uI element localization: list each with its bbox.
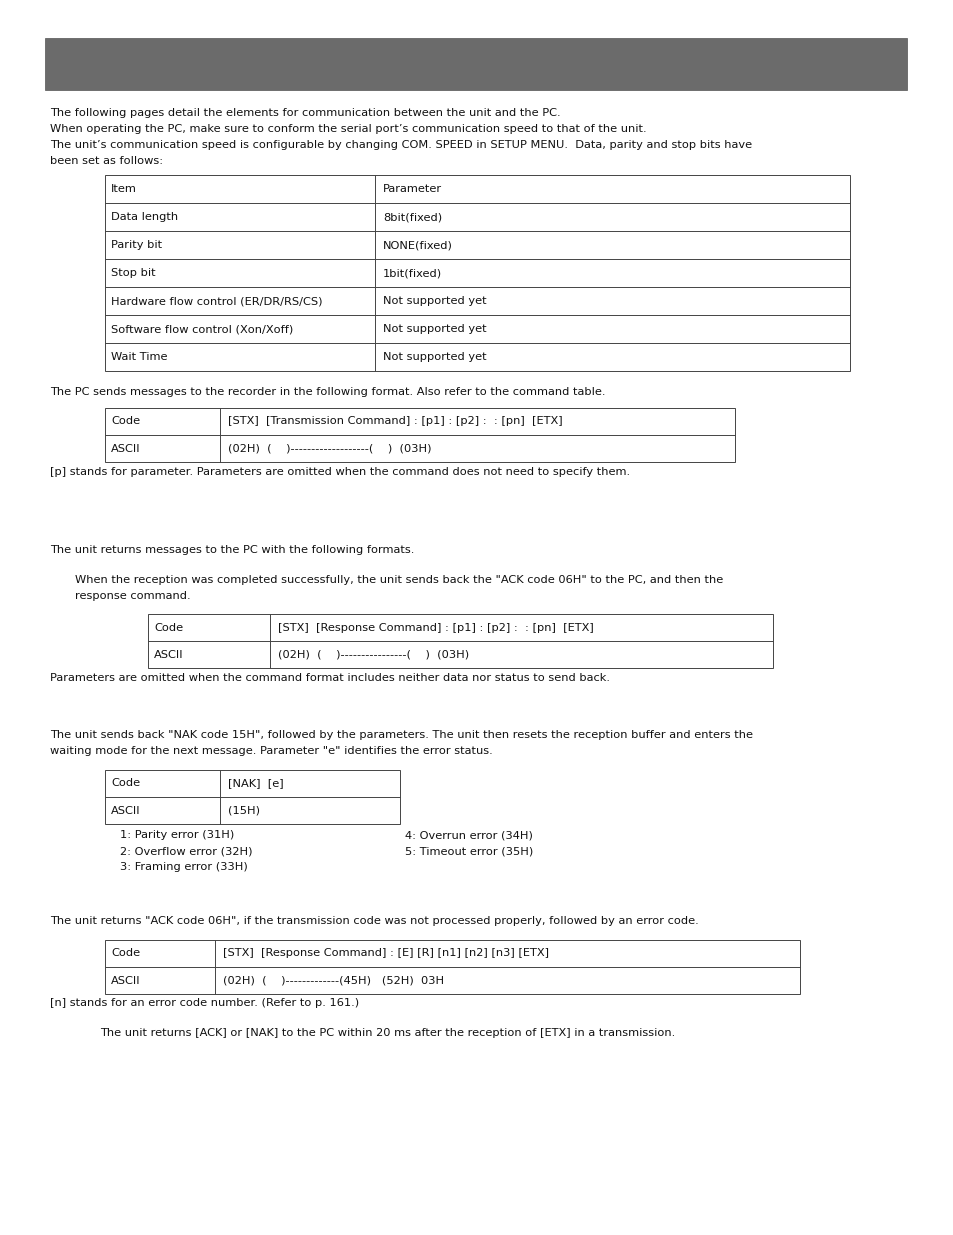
Text: waiting mode for the next message. Parameter "e" identifies the error status.: waiting mode for the next message. Param…	[50, 746, 493, 756]
Text: ASCII: ASCII	[111, 443, 140, 453]
Text: When the reception was completed successfully, the unit sends back the "ACK code: When the reception was completed success…	[75, 576, 722, 585]
Text: Code: Code	[111, 416, 140, 426]
Bar	[148, 614, 772, 668]
Text: [STX]  [Response Command] : [p1] : [p2] :  : [pn]  [ETX]: [STX] [Response Command] : [p1] : [p2] :…	[277, 622, 593, 632]
Text: Parity bit: Parity bit	[111, 240, 162, 249]
Text: The unit sends back "NAK code 15H", followed by the parameters. The unit then re: The unit sends back "NAK code 15H", foll…	[50, 730, 752, 740]
Text: (15H): (15H)	[228, 805, 260, 815]
Bar	[105, 408, 734, 462]
Text: When operating the PC, make sure to conform the serial port’s communication spee: When operating the PC, make sure to conf…	[50, 124, 646, 135]
Text: (02H)  (    )-------------------(    )  (03H): (02H) ( )-------------------( ) (03H)	[228, 443, 431, 453]
Text: Wait Time: Wait Time	[111, 352, 168, 362]
Text: [n] stands for an error code number. (Refer to p. 161.): [n] stands for an error code number. (Re…	[50, 998, 358, 1008]
Text: ASCII: ASCII	[111, 805, 140, 815]
Text: (02H)  (    )-------------(45H)   (52H)  03H: (02H) ( )-------------(45H) (52H) 03H	[223, 976, 444, 986]
Bar	[105, 175, 849, 370]
Text: Data length: Data length	[111, 212, 178, 222]
Text: 1: Parity error (31H): 1: Parity error (31H)	[120, 830, 234, 840]
Text: response command.: response command.	[75, 592, 191, 601]
Text: Not supported yet: Not supported yet	[382, 296, 486, 306]
Text: Parameters are omitted when the command format includes neither data nor status : Parameters are omitted when the command …	[50, 673, 609, 683]
Text: 2: Overflow error (32H): 2: Overflow error (32H)	[120, 846, 253, 856]
Bar	[105, 940, 800, 994]
Bar	[105, 769, 399, 824]
Text: Parameter: Parameter	[382, 184, 441, 194]
Text: ASCII: ASCII	[153, 650, 183, 659]
Text: The unit returns messages to the PC with the following formats.: The unit returns messages to the PC with…	[50, 545, 414, 555]
Text: Code: Code	[153, 622, 183, 632]
Text: The unit returns [ACK] or [NAK] to the PC within 20 ms after the reception of [E: The unit returns [ACK] or [NAK] to the P…	[100, 1028, 675, 1037]
Text: 5: Timeout error (35H): 5: Timeout error (35H)	[405, 846, 533, 856]
Text: The PC sends messages to the recorder in the following format. Also refer to the: The PC sends messages to the recorder in…	[50, 387, 605, 396]
Bar	[45, 38, 906, 90]
Text: The unit returns "ACK code 06H", if the transmission code was not processed prop: The unit returns "ACK code 06H", if the …	[50, 916, 698, 926]
Text: Not supported yet: Not supported yet	[382, 352, 486, 362]
Text: 8bit(fixed): 8bit(fixed)	[382, 212, 441, 222]
Text: [STX]  [Transmission Command] : [p1] : [p2] :  : [pn]  [ETX]: [STX] [Transmission Command] : [p1] : [p…	[228, 416, 562, 426]
Text: Hardware flow control (ER/DR/RS/CS): Hardware flow control (ER/DR/RS/CS)	[111, 296, 322, 306]
Text: Item: Item	[111, 184, 136, 194]
Text: been set as follows:: been set as follows:	[50, 156, 163, 165]
Text: (02H)  (    )----------------(    )  (03H): (02H) ( )----------------( ) (03H)	[277, 650, 469, 659]
Text: NONE(fixed): NONE(fixed)	[382, 240, 453, 249]
Text: Code: Code	[111, 778, 140, 788]
Text: The following pages detail the elements for communication between the unit and t: The following pages detail the elements …	[50, 107, 560, 119]
Text: [NAK]  [e]: [NAK] [e]	[228, 778, 283, 788]
Text: Code: Code	[111, 948, 140, 958]
Text: [STX]  [Response Command] : [E] [R] [n1] [n2] [n3] [ETX]: [STX] [Response Command] : [E] [R] [n1] …	[223, 948, 548, 958]
Text: 3: Framing error (33H): 3: Framing error (33H)	[120, 862, 248, 872]
Text: ASCII: ASCII	[111, 976, 140, 986]
Text: Not supported yet: Not supported yet	[382, 324, 486, 333]
Text: 1bit(fixed): 1bit(fixed)	[382, 268, 441, 278]
Text: Stop bit: Stop bit	[111, 268, 155, 278]
Text: Software flow control (Xon/Xoff): Software flow control (Xon/Xoff)	[111, 324, 293, 333]
Text: 4: Overrun error (34H): 4: Overrun error (34H)	[405, 830, 533, 840]
Text: [p] stands for parameter. Parameters are omitted when the command does not need : [p] stands for parameter. Parameters are…	[50, 467, 630, 477]
Text: The unit’s communication speed is configurable by changing COM. SPEED in SETUP M: The unit’s communication speed is config…	[50, 140, 751, 149]
